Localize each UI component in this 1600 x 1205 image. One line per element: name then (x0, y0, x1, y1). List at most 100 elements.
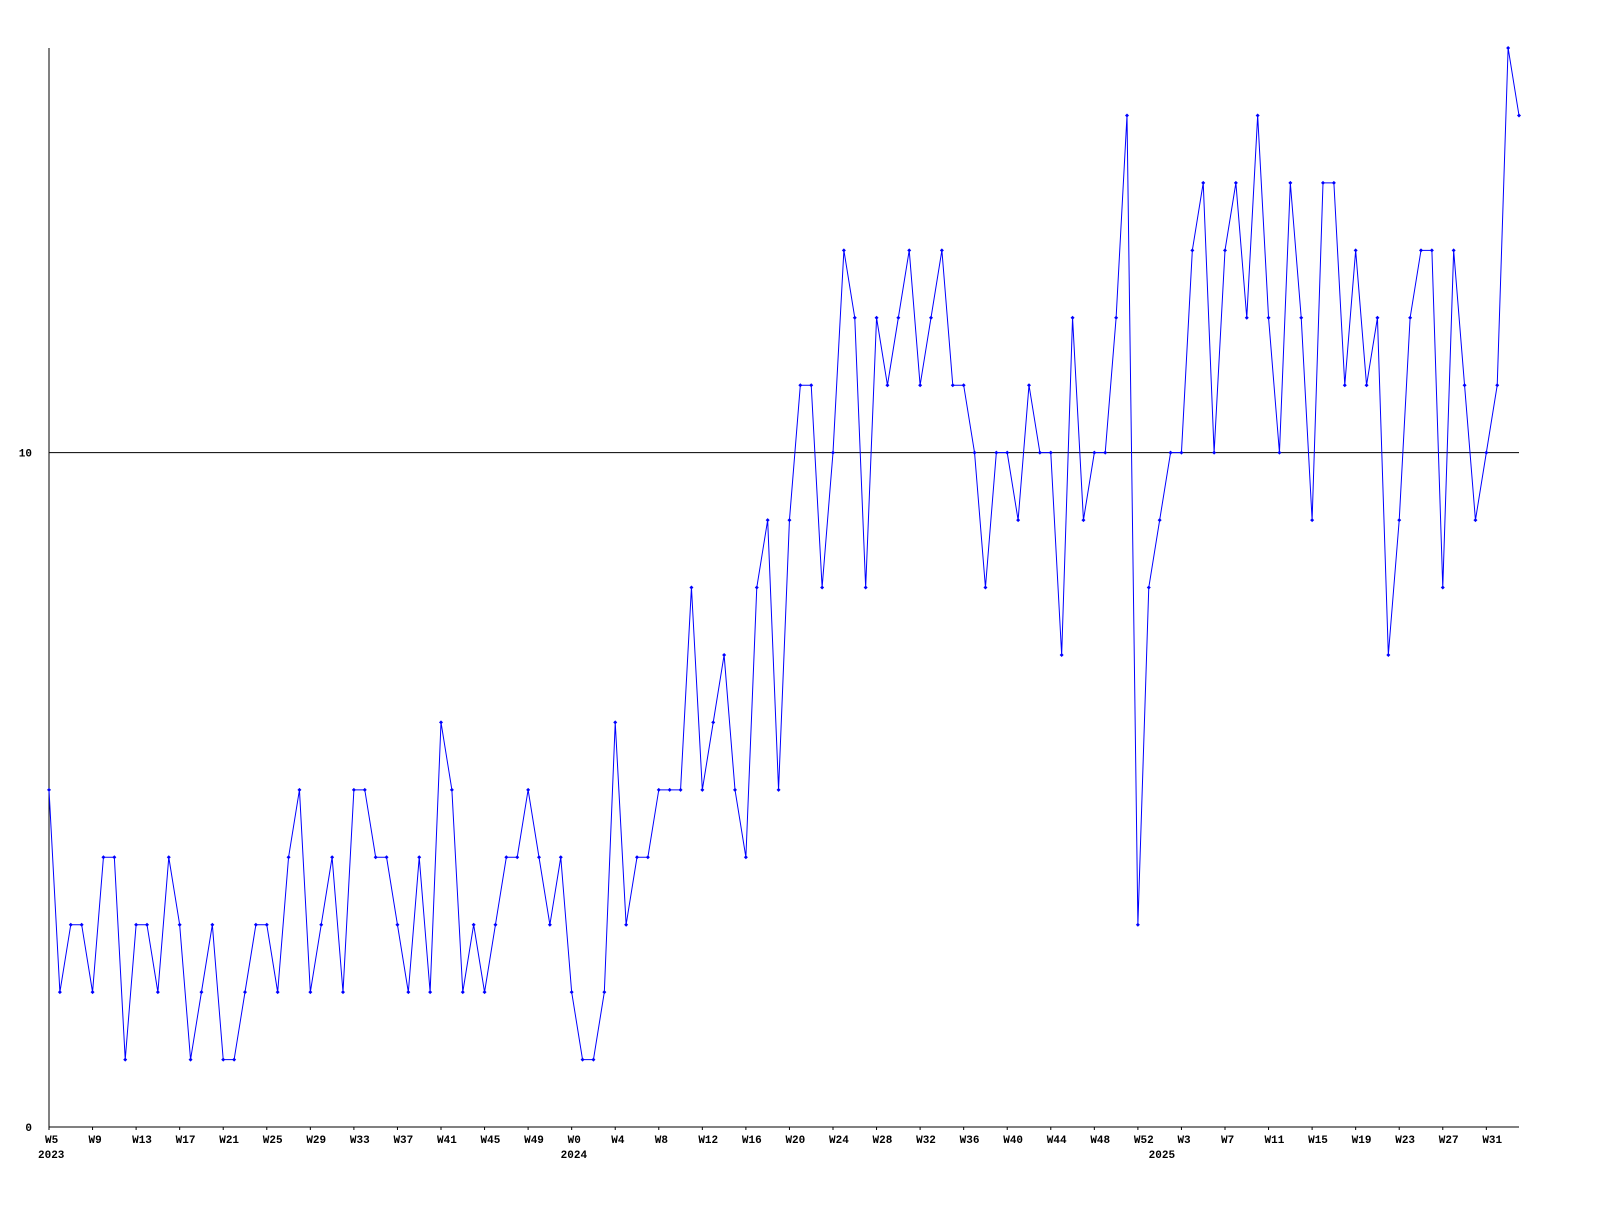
data-point (395, 922, 400, 927)
x-tick-label: W41 (437, 1135, 457, 1147)
data-point (1037, 450, 1042, 455)
x-tick-label: W19 (1352, 1135, 1372, 1147)
data-point (1408, 315, 1413, 320)
data-point (504, 855, 509, 860)
data-point (90, 990, 95, 995)
x-tick-label: W15 (1308, 1135, 1328, 1147)
data-point (112, 855, 117, 860)
data-point (711, 720, 716, 725)
data-point (624, 922, 629, 927)
data-point (1048, 450, 1053, 455)
data-point (1386, 652, 1391, 657)
data-point (1277, 450, 1282, 455)
data-point (1299, 315, 1304, 320)
data-point (1168, 450, 1173, 455)
data-point (885, 383, 890, 388)
data-point (177, 922, 182, 927)
data-point (1081, 518, 1086, 523)
data-point (1473, 518, 1478, 523)
data-point (918, 383, 923, 388)
x-tick-label: W13 (132, 1135, 152, 1147)
data-point (1005, 450, 1010, 455)
data-point (1321, 180, 1325, 185)
data-point (841, 248, 846, 253)
data-point (1364, 383, 1369, 388)
data-point (874, 315, 879, 320)
x-tick-label: W45 (481, 1135, 501, 1147)
data-point (1495, 383, 1500, 388)
data-point (580, 1057, 585, 1062)
data-point (950, 383, 955, 388)
x-tick-label: W23 (1395, 1135, 1415, 1147)
data-point (1070, 315, 1075, 320)
data-point (1212, 450, 1217, 455)
data-point (319, 922, 324, 927)
data-point (765, 518, 770, 523)
data-point (1114, 315, 1119, 320)
data-line (48, 47, 1520, 1061)
data-point (972, 450, 977, 455)
data-point (1092, 450, 1097, 455)
data-point (362, 787, 367, 792)
x-tick-label: W24 (829, 1135, 849, 1147)
x-year-label: 2024 (561, 1150, 588, 1162)
data-point (57, 990, 62, 995)
data-point (145, 922, 149, 927)
x-tick-label: W29 (306, 1135, 326, 1147)
data-point (253, 922, 258, 927)
data-point (123, 1057, 128, 1062)
data-point (929, 315, 933, 320)
data-point (831, 450, 835, 455)
data-point (1397, 518, 1402, 523)
data-point (417, 855, 422, 860)
data-point (907, 248, 912, 253)
x-tick-label: W8 (655, 1135, 669, 1147)
x-tick-label: W9 (89, 1135, 102, 1147)
data-point (493, 922, 498, 927)
x-tick-label: W49 (524, 1135, 544, 1147)
data-point (1179, 450, 1184, 455)
data-point (428, 990, 433, 995)
data-point (166, 855, 171, 860)
data-point (1146, 585, 1151, 590)
data-point (1429, 248, 1434, 253)
data-point (1016, 518, 1021, 523)
x-tick-label: W7 (1221, 1135, 1234, 1147)
data-point (863, 585, 868, 590)
data-point (1223, 248, 1227, 253)
data-point (286, 855, 291, 860)
data-point (460, 990, 465, 995)
data-point (994, 450, 999, 455)
data-point (526, 787, 531, 792)
data-point (330, 855, 335, 860)
data-point (232, 1057, 237, 1062)
x-tick-label: W4 (611, 1135, 625, 1147)
data-point (439, 720, 443, 725)
data-point (776, 787, 781, 792)
x-tick-label: W31 (1482, 1135, 1502, 1147)
x-tick-label: W36 (960, 1135, 980, 1147)
data-point (1353, 248, 1358, 253)
data-point (199, 990, 204, 995)
data-point (743, 855, 748, 860)
x-tick-label: W40 (1003, 1135, 1023, 1147)
data-point (1027, 383, 1031, 388)
x-tick-label: W5 (45, 1135, 59, 1147)
data-point (591, 1057, 596, 1062)
data-point (1375, 315, 1380, 320)
data-point (1419, 248, 1423, 253)
x-tick-label: W3 (1177, 1135, 1191, 1147)
x-tick-label: W28 (873, 1135, 893, 1147)
data-point (1451, 248, 1456, 253)
data-point (406, 990, 411, 995)
data-point (1506, 46, 1511, 50)
data-point (667, 787, 672, 792)
data-point (678, 787, 683, 792)
data-point (602, 990, 607, 995)
x-tick-label: W12 (698, 1135, 718, 1147)
data-point (896, 315, 901, 320)
data-point (733, 787, 737, 792)
data-point (1288, 180, 1293, 185)
data-point (635, 855, 639, 860)
